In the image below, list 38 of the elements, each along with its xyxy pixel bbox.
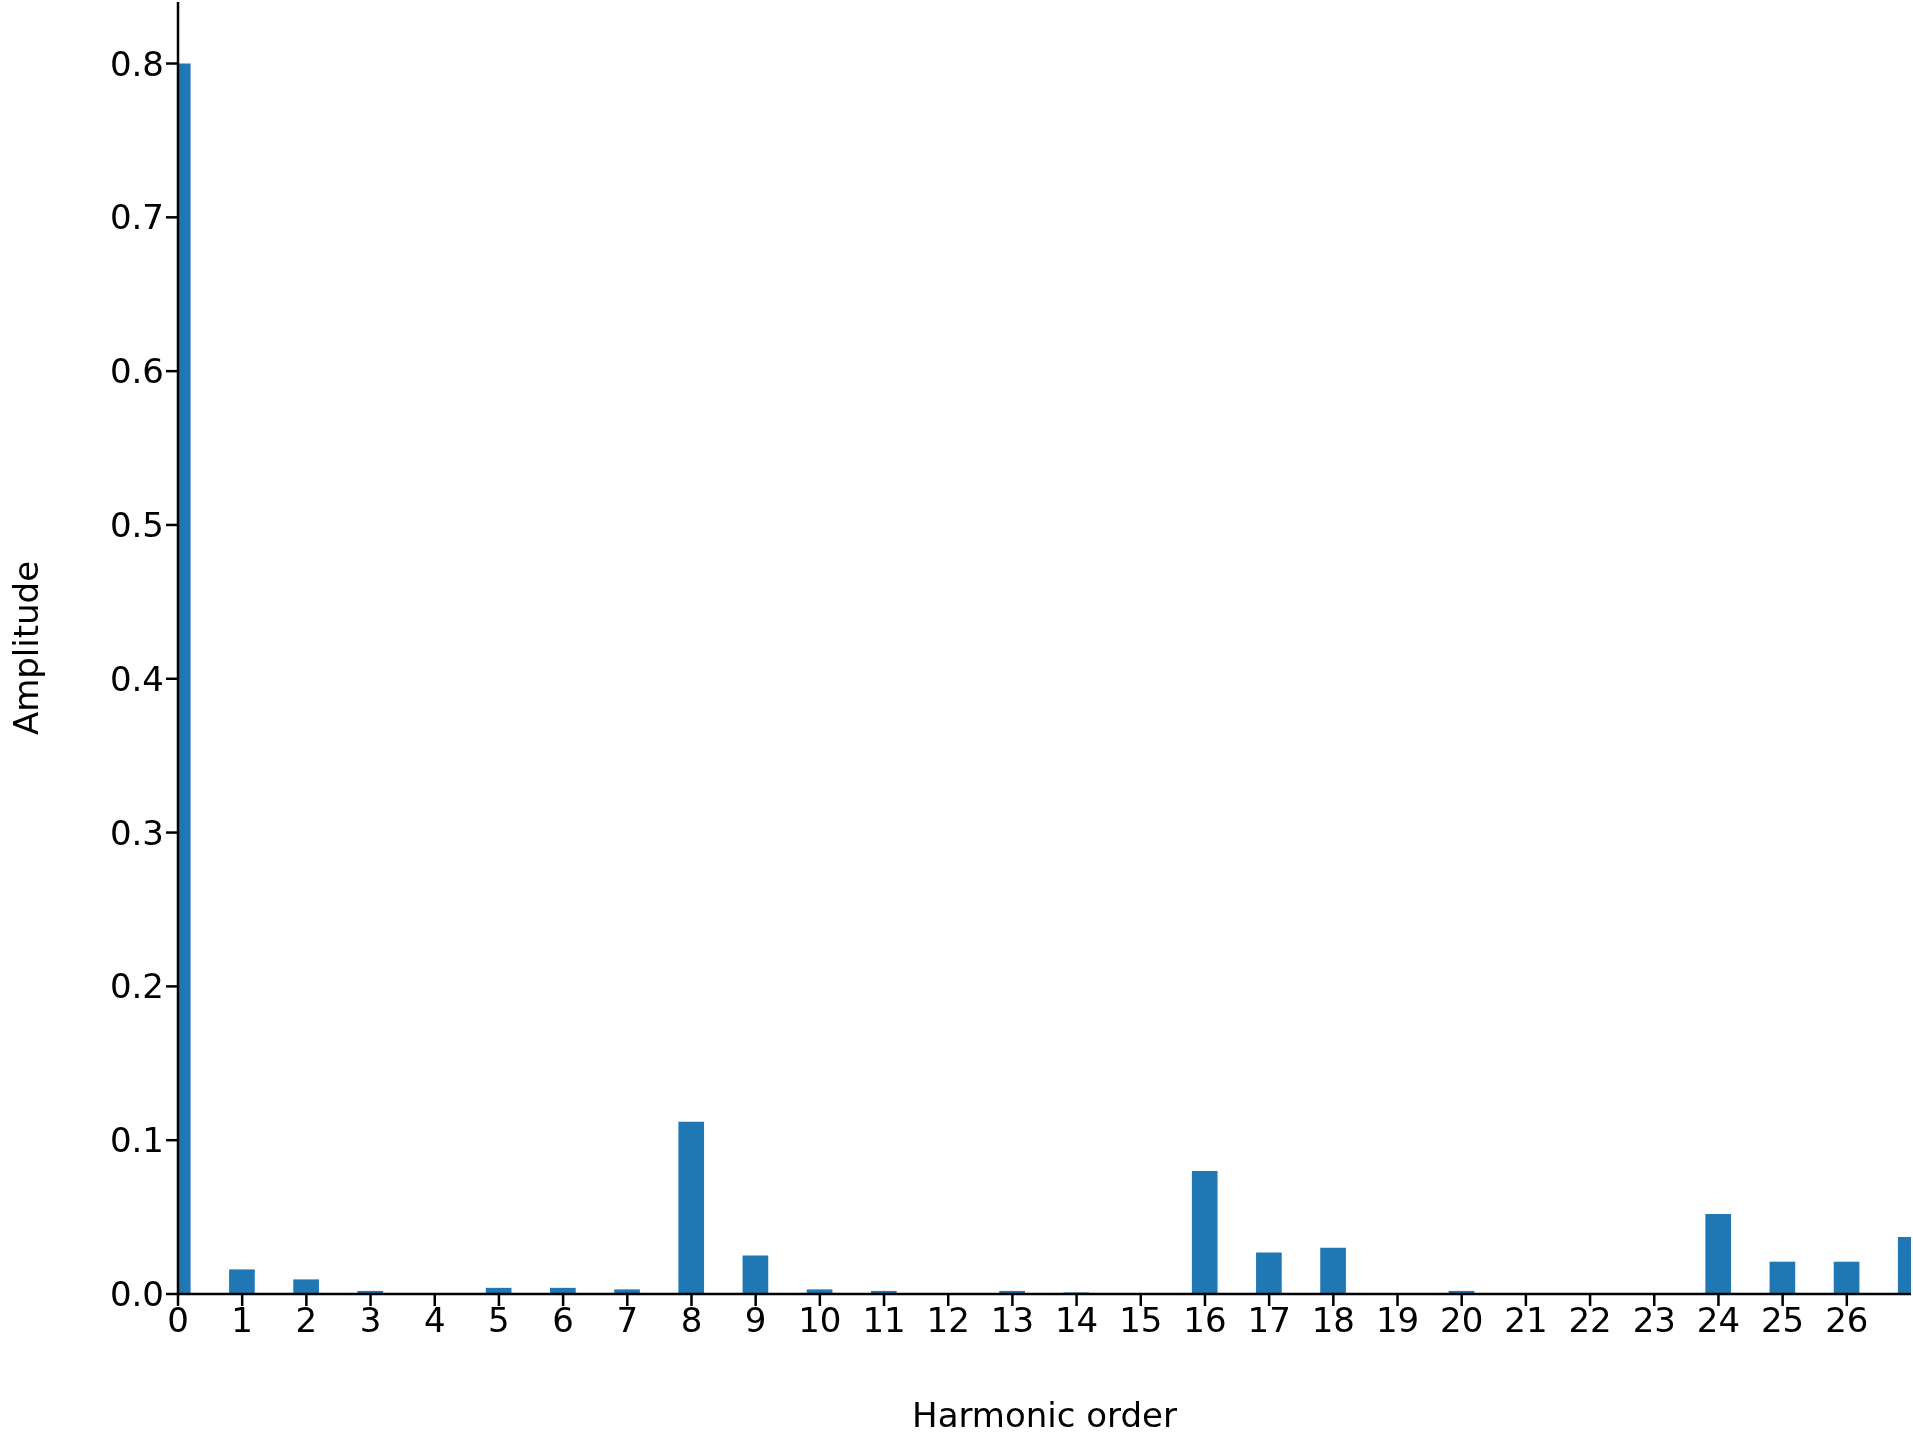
x-tick-label: 23 — [1632, 1300, 1676, 1341]
y-tick-label: 0.7 — [109, 197, 164, 238]
x-axis-title: Harmonic order — [912, 1395, 1177, 1435]
x-tick-label: 5 — [488, 1300, 510, 1341]
x-tick-label: 0 — [167, 1300, 189, 1341]
y-axis-title: Amplitude — [6, 560, 47, 736]
x-tick-label: 17 — [1247, 1300, 1291, 1341]
x-tick-label: 11 — [862, 1300, 906, 1341]
x-tick-label: 24 — [1696, 1300, 1741, 1341]
x-tick-label: 21 — [1504, 1300, 1548, 1341]
x-tick-label: 14 — [1054, 1300, 1099, 1341]
x-tick-label: 6 — [552, 1300, 574, 1341]
y-tick-label: 0.1 — [109, 1120, 164, 1161]
y-tick-label: 0.3 — [109, 812, 164, 853]
x-tick-label: 9 — [744, 1300, 767, 1341]
x-tick-label: 26 — [1825, 1300, 1869, 1341]
y-tick-label: 0.2 — [109, 966, 164, 1007]
x-tick-label: 18 — [1311, 1300, 1355, 1341]
x-tick-label: 13 — [990, 1300, 1035, 1341]
x-tick-label: 8 — [680, 1300, 703, 1341]
y-tick-label: 0.0 — [109, 1274, 164, 1315]
x-tick-label: 1 — [231, 1300, 254, 1341]
x-tick-label: 15 — [1119, 1300, 1163, 1341]
y-tick-label: 0.6 — [109, 351, 164, 392]
x-tick-label: 4 — [423, 1300, 446, 1341]
x-tick-label: 10 — [798, 1300, 842, 1341]
x-tick-label: 19 — [1375, 1300, 1420, 1341]
y-tick-label: 0.8 — [109, 43, 164, 84]
x-tick-label: 22 — [1568, 1300, 1612, 1341]
x-tick-label: 3 — [359, 1300, 382, 1341]
x-tick-label: 16 — [1183, 1300, 1227, 1341]
y-tick-label: 0.4 — [109, 658, 164, 699]
y-tick-label: 0.5 — [109, 505, 164, 546]
x-tick-label: 20 — [1440, 1300, 1484, 1341]
x-tick-label: 7 — [616, 1300, 639, 1341]
x-tick-label: 2 — [295, 1300, 318, 1341]
x-tick-label: 25 — [1761, 1300, 1805, 1341]
x-tick-label: 12 — [926, 1300, 970, 1341]
